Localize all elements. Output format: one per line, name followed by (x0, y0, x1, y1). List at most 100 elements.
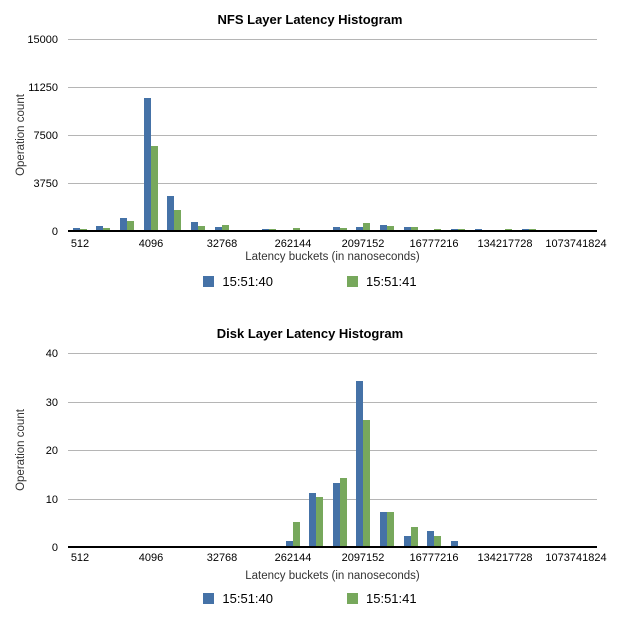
y-tick-label: 40 (45, 348, 58, 360)
y-tick-label: 11250 (28, 82, 58, 94)
y-tick-label: 10 (45, 494, 58, 506)
bar-15:51:40 (522, 229, 529, 230)
x-tick-label: 32768 (206, 552, 238, 564)
x-tick-label: 16777216 (409, 552, 459, 564)
legend-label: 15:51:40 (222, 274, 273, 289)
bar-15:51:41 (198, 226, 205, 230)
legend-swatch-15:51:41 (347, 276, 358, 287)
y-tick-label: 0 (51, 542, 58, 554)
nfs-latency-histogram-chart: NFS Layer Latency Histogram Operation co… (0, 0, 620, 306)
bar-15:51:40 (380, 225, 387, 230)
x-tick-label: 262144 (274, 552, 312, 564)
bar-15:51:40 (309, 493, 316, 546)
bar-15:51:41 (363, 420, 370, 546)
bar-15:51:41 (505, 229, 512, 230)
x-axis-title: Latency buckets (in nanoseconds) (245, 251, 420, 263)
legend-label: 15:51:41 (366, 274, 417, 289)
bar-15:51:40 (215, 227, 222, 230)
legend-label: 15:51:40 (222, 591, 273, 606)
bar-15:51:40 (451, 541, 458, 546)
bar-15:51:40 (73, 228, 80, 230)
x-tick-label: 4096 (138, 552, 164, 564)
plot-area (68, 353, 597, 548)
legend-item: 15:51:40 (203, 274, 273, 289)
gridline (68, 87, 597, 88)
x-tick-label: 262144 (274, 238, 312, 250)
gridline (68, 402, 597, 403)
bar-15:51:41 (458, 229, 465, 230)
bar-15:51:41 (269, 229, 276, 230)
bar-15:51:41 (340, 478, 347, 546)
legend-item: 15:51:41 (347, 591, 417, 606)
x-tick-label: 16777216 (409, 238, 459, 250)
x-tick-label: 512 (70, 552, 90, 564)
x-tick-label: 4096 (138, 238, 164, 250)
bar-15:51:41 (80, 229, 87, 230)
bar-15:51:40 (333, 483, 340, 546)
x-tick-label: 2097152 (341, 238, 385, 250)
gridline (68, 135, 597, 136)
bar-15:51:41 (387, 226, 394, 230)
bar-15:51:40 (404, 536, 411, 546)
bar-15:51:41 (387, 512, 394, 546)
legend: 15:51:40 15:51:41 (0, 274, 620, 289)
bar-15:51:41 (222, 225, 229, 230)
legend-swatch-15:51:40 (203, 276, 215, 287)
plot-area (68, 39, 597, 232)
x-tick-label: 512 (70, 238, 90, 250)
bar-15:51:40 (262, 229, 269, 230)
bar-15:51:41 (293, 228, 300, 230)
gridline (68, 39, 597, 40)
bar-15:51:40 (404, 227, 411, 230)
legend: 15:51:40 15:51:41 (0, 591, 620, 606)
disk-latency-histogram-chart: Disk Layer Latency Histogram Operation c… (0, 314, 620, 618)
bar-15:51:40 (380, 512, 387, 546)
bar-15:51:41 (411, 527, 418, 546)
y-tick-label: 30 (45, 397, 58, 409)
x-tick-label: 2097152 (341, 552, 385, 564)
bar-15:51:41 (434, 229, 441, 230)
bar-15:51:40 (451, 229, 458, 230)
legend-item: 15:51:40 (203, 591, 273, 606)
bar-15:51:40 (144, 98, 151, 230)
bar-15:51:40 (191, 222, 198, 230)
gridline (68, 183, 597, 184)
chart-title: Disk Layer Latency Histogram (216, 326, 404, 341)
bar-15:51:40 (333, 227, 340, 230)
y-tick-label: 0 (51, 226, 58, 238)
bar-15:51:40 (167, 196, 174, 230)
legend-item: 15:51:41 (347, 274, 417, 289)
bar-15:51:41 (411, 227, 418, 230)
x-axis-title: Latency buckets (in nanoseconds) (245, 570, 420, 582)
bar-15:51:41 (127, 221, 134, 230)
legend-swatch-15:51:41 (347, 593, 358, 604)
bar-15:51:41 (293, 522, 300, 546)
bar-15:51:40 (96, 226, 103, 230)
bar-15:51:41 (174, 210, 181, 230)
bar-15:51:40 (120, 218, 127, 230)
gridline (68, 353, 597, 354)
bar-15:51:41 (363, 223, 370, 230)
x-tick-label: 134217728 (477, 238, 533, 250)
x-tick-label: 32768 (206, 238, 238, 250)
x-tick-label: 1073741824 (545, 238, 607, 250)
legend-swatch-15:51:40 (203, 593, 215, 604)
bar-15:51:41 (529, 229, 536, 230)
x-tick-label: 134217728 (477, 552, 533, 564)
bar-15:51:41 (340, 228, 347, 230)
y-tick-label: 3750 (33, 178, 58, 190)
y-tick-label: 15000 (27, 34, 58, 46)
y-tick-label: 20 (45, 445, 58, 457)
bar-15:51:40 (356, 381, 363, 546)
gridline (68, 450, 597, 451)
bar-15:51:40 (475, 229, 482, 230)
bar-15:51:41 (103, 228, 110, 230)
legend-label: 15:51:41 (366, 591, 417, 606)
x-tick-label: 1073741824 (545, 552, 607, 564)
bar-15:51:40 (286, 541, 293, 546)
bar-15:51:40 (427, 531, 434, 546)
y-tick-label: 7500 (33, 130, 58, 142)
bar-15:51:40 (356, 227, 363, 230)
bar-15:51:41 (434, 536, 441, 546)
chart-title: NFS Layer Latency Histogram (217, 12, 403, 27)
